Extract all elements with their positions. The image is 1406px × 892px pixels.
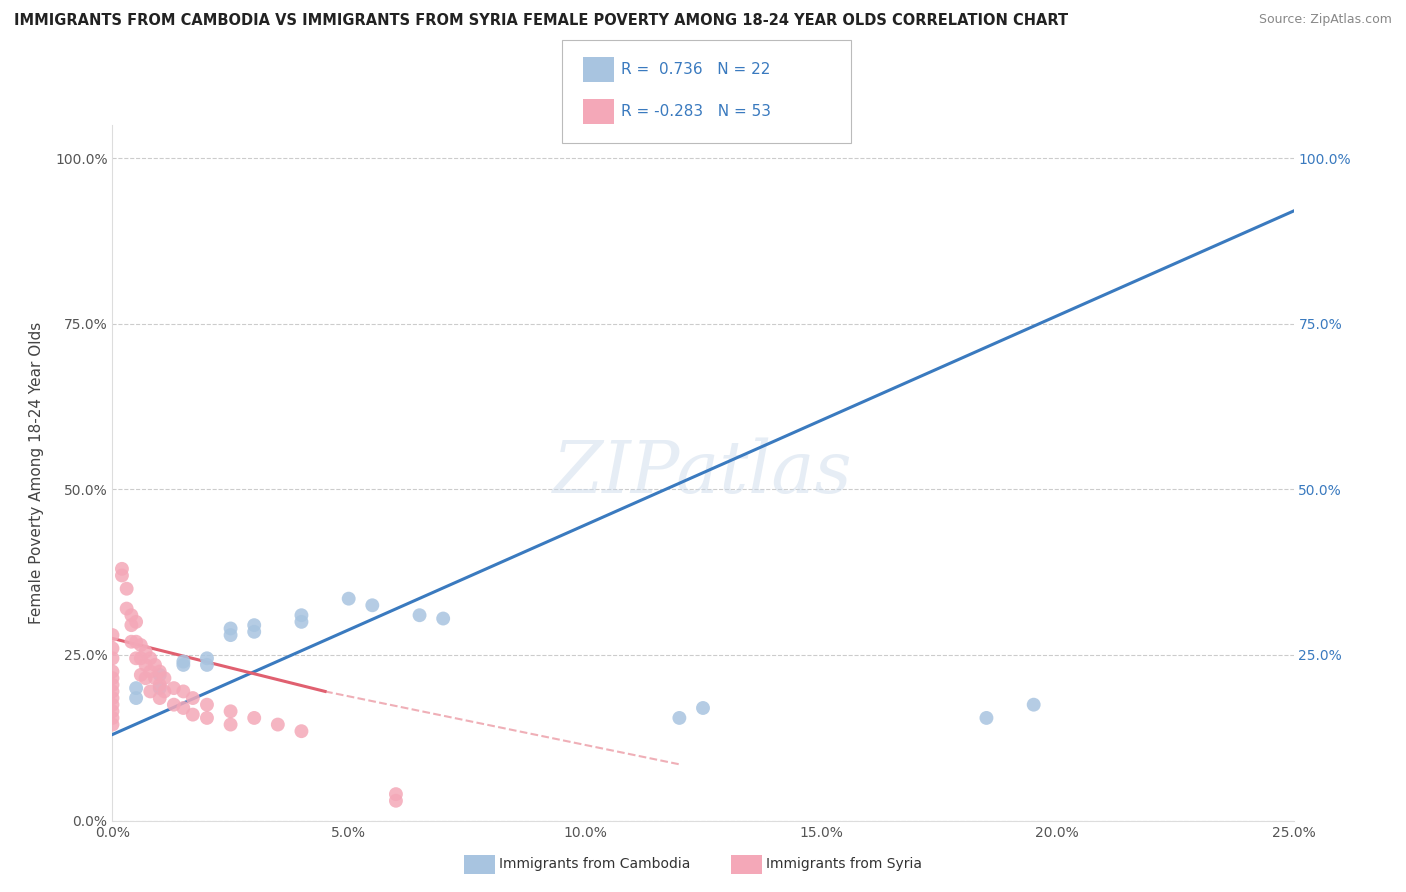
Point <box>172 701 194 715</box>
Point <box>668 711 690 725</box>
Point <box>243 624 266 639</box>
Point <box>243 618 266 632</box>
Point <box>149 678 172 692</box>
Point <box>129 668 152 682</box>
Point <box>195 651 218 665</box>
Point <box>219 622 242 636</box>
Point <box>163 698 186 712</box>
Point <box>385 787 408 801</box>
Point <box>143 671 166 685</box>
Text: Immigrants from Cambodia: Immigrants from Cambodia <box>499 857 690 871</box>
Point <box>432 611 454 625</box>
Point <box>149 681 172 695</box>
Y-axis label: Female Poverty Among 18-24 Year Olds: Female Poverty Among 18-24 Year Olds <box>30 322 44 624</box>
Text: Immigrants from Syria: Immigrants from Syria <box>766 857 922 871</box>
Point <box>101 678 124 692</box>
Point <box>195 711 218 725</box>
Point <box>125 691 148 706</box>
Point <box>139 665 162 679</box>
Text: IMMIGRANTS FROM CAMBODIA VS IMMIGRANTS FROM SYRIA FEMALE POVERTY AMONG 18-24 YEA: IMMIGRANTS FROM CAMBODIA VS IMMIGRANTS F… <box>14 13 1069 29</box>
Point <box>181 707 204 722</box>
Point <box>101 704 124 718</box>
Point <box>361 599 384 613</box>
Point <box>219 628 242 642</box>
Point <box>135 657 157 672</box>
Point <box>337 591 360 606</box>
Point <box>135 645 157 659</box>
Point <box>149 665 172 679</box>
Point <box>172 684 194 698</box>
Point <box>125 634 148 648</box>
Point <box>290 608 312 623</box>
Point <box>172 657 194 672</box>
Point <box>408 608 430 623</box>
Point <box>149 691 172 706</box>
Point <box>976 711 998 725</box>
Point <box>120 618 142 632</box>
Point <box>135 671 157 685</box>
Point <box>163 681 186 695</box>
Point <box>1022 698 1045 712</box>
Point <box>111 568 134 582</box>
Point <box>125 615 148 629</box>
Point <box>120 608 142 623</box>
Point <box>101 717 124 731</box>
Point <box>290 724 312 739</box>
Point <box>115 582 138 596</box>
Point <box>125 681 148 695</box>
Point <box>172 655 194 669</box>
Point <box>139 651 162 665</box>
Point <box>125 651 148 665</box>
Text: R = -0.283   N = 53: R = -0.283 N = 53 <box>621 103 772 119</box>
Point <box>153 684 176 698</box>
Point <box>139 684 162 698</box>
Point <box>219 717 242 731</box>
Point <box>101 665 124 679</box>
Point <box>290 615 312 629</box>
Point <box>101 684 124 698</box>
Point <box>195 698 218 712</box>
Point <box>195 657 218 672</box>
Point <box>101 698 124 712</box>
Point <box>385 794 408 808</box>
Point <box>243 711 266 725</box>
Point <box>101 691 124 706</box>
Point <box>120 634 142 648</box>
Point <box>219 704 242 718</box>
Point <box>153 671 176 685</box>
Point <box>101 671 124 685</box>
Point <box>129 651 152 665</box>
Point <box>101 628 124 642</box>
Text: R =  0.736   N = 22: R = 0.736 N = 22 <box>621 62 770 78</box>
Text: ZIPatlas: ZIPatlas <box>553 437 853 508</box>
Point <box>101 711 124 725</box>
Point <box>692 701 714 715</box>
Point <box>101 641 124 656</box>
Point <box>101 651 124 665</box>
Point <box>111 562 134 576</box>
Point <box>115 601 138 615</box>
Point <box>129 638 152 652</box>
Point <box>181 691 204 706</box>
Point <box>267 717 290 731</box>
Point <box>143 657 166 672</box>
Text: Source: ZipAtlas.com: Source: ZipAtlas.com <box>1258 13 1392 27</box>
Point <box>149 668 172 682</box>
